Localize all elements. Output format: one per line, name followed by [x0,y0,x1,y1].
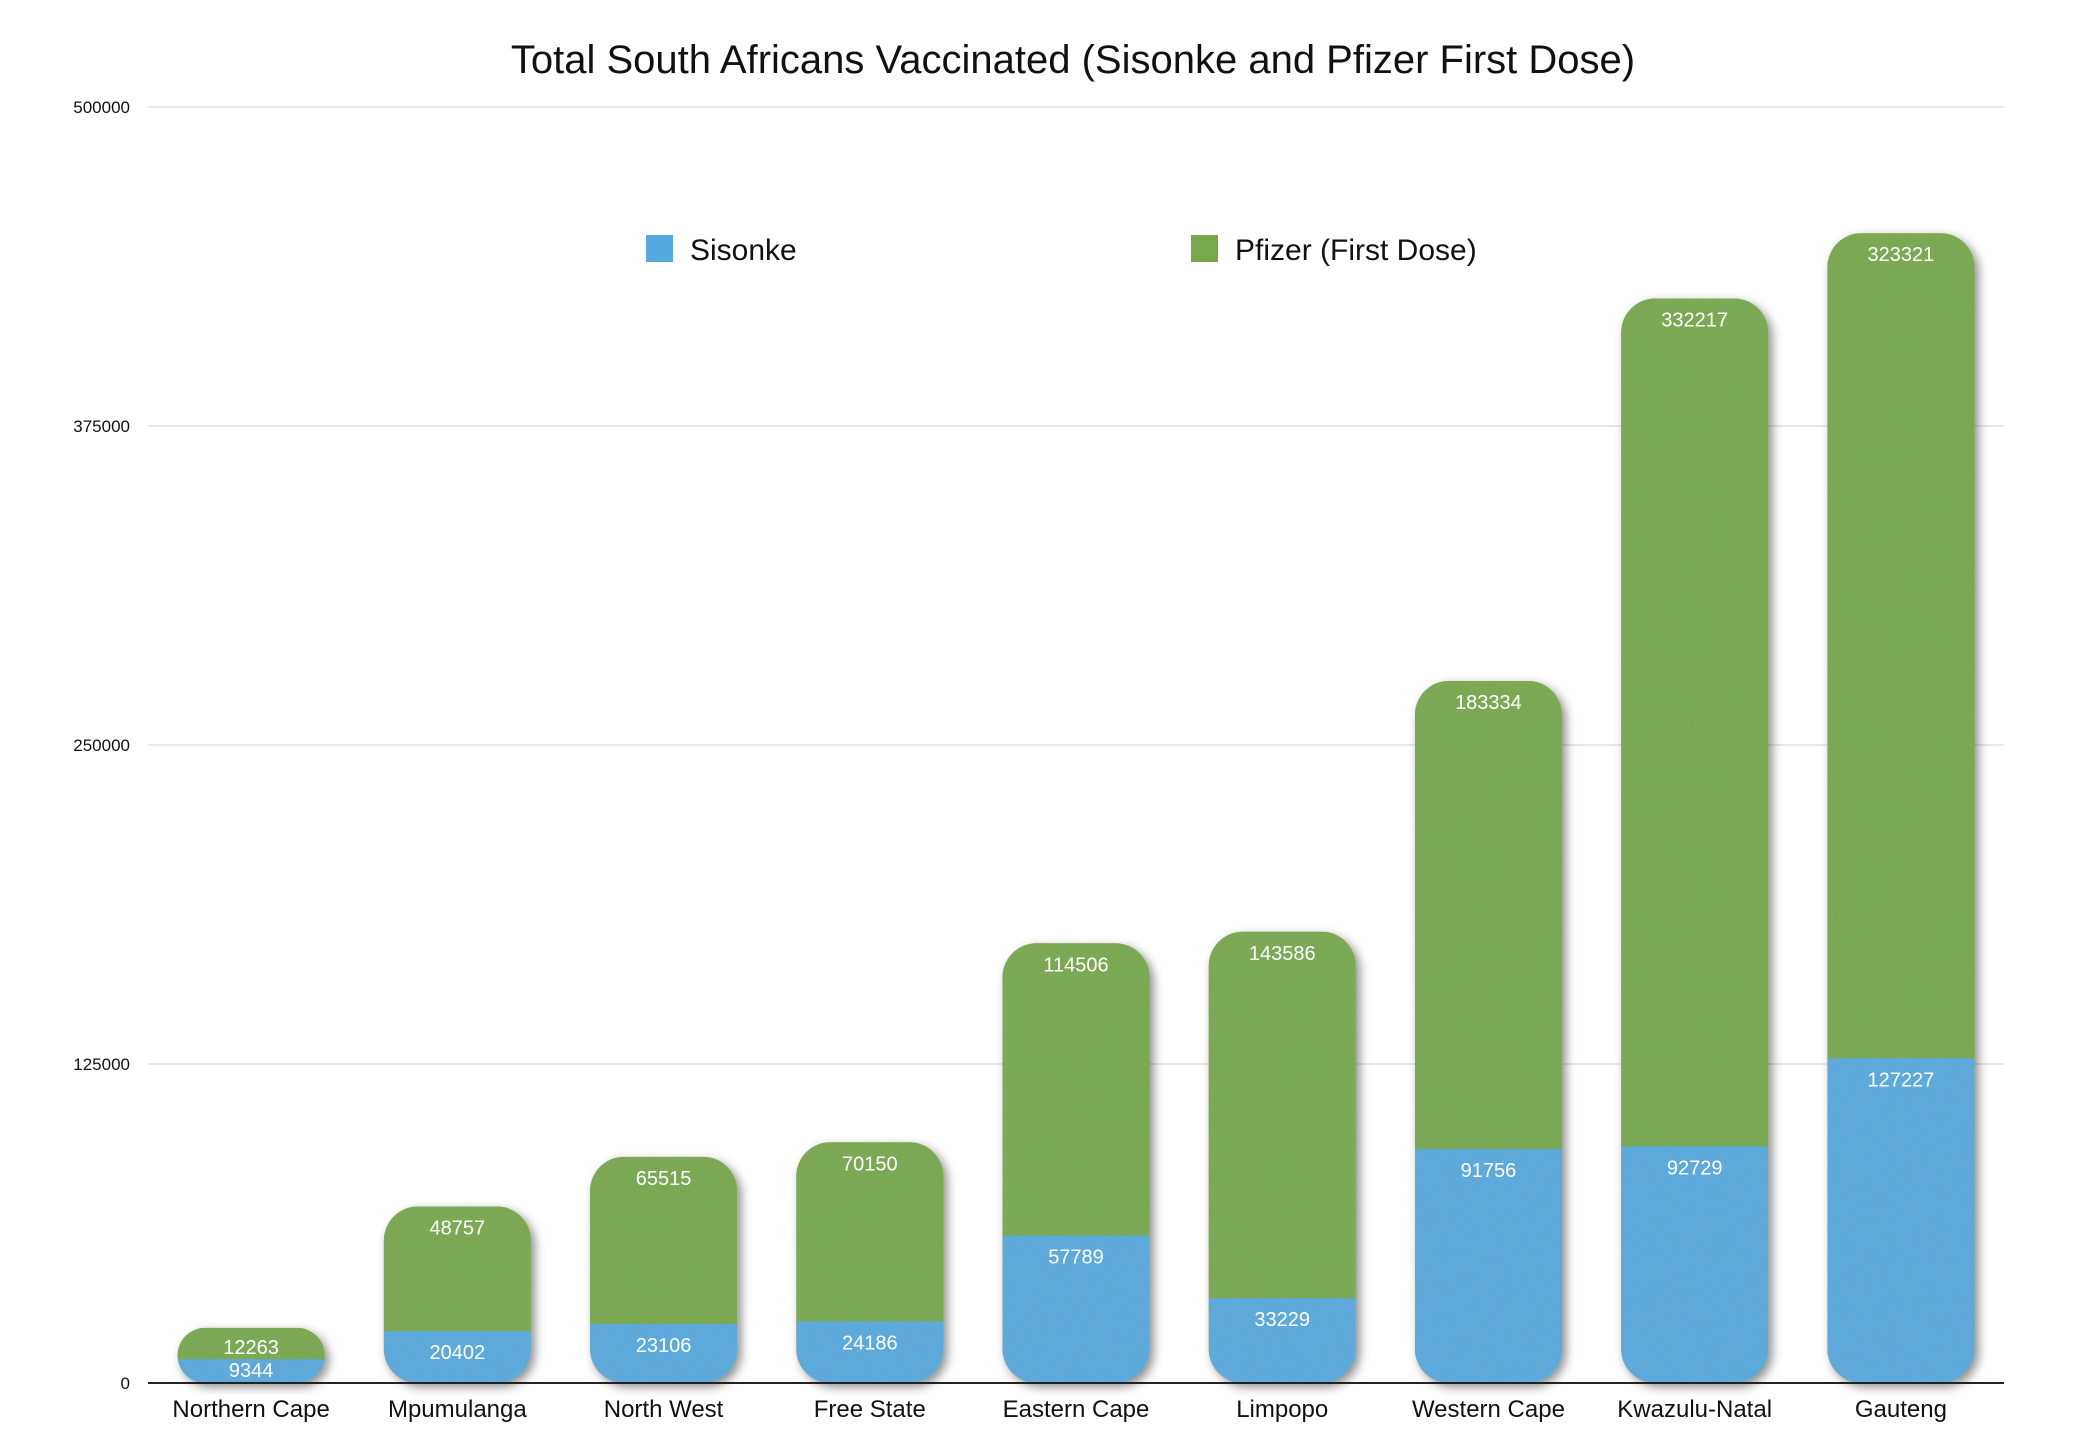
legend-label-sisonke: Sisonke [690,234,797,267]
chart-title: Total South Africans Vaccinated (Sisonke… [511,38,1635,82]
x-tick-label: Western Cape [1412,1396,1565,1423]
bar-sisonke [177,1359,325,1383]
data-label-pfizer: 143586 [1249,943,1316,965]
data-label-sisonke: 23106 [636,1335,692,1357]
y-tick-label: 0 [121,1374,130,1393]
bar-pfizer [383,1206,531,1331]
data-label-pfizer: 12263 [223,1337,279,1359]
bar-group [1002,943,1150,1383]
x-tick-label: Mpumulanga [388,1396,527,1423]
data-label-pfizer: 65515 [636,1168,692,1190]
bar-pfizer [590,1156,738,1325]
bar-sisonke [1002,1235,1150,1383]
data-label-sisonke: 57789 [1048,1247,1104,1269]
data-label-sisonke: 91756 [1461,1160,1517,1182]
data-label-pfizer: 183334 [1455,692,1522,714]
bar-pfizer [1827,233,1975,1059]
bar-pfizer [796,1142,944,1322]
legend: Sisonke Pfizer (First Dose) [646,234,1477,267]
x-tick-label: Kwazulu-Natal [1617,1396,1772,1423]
bar-pfizer [1208,931,1356,1299]
bar-group [383,1206,531,1383]
bar-group [590,1156,738,1383]
bar-pfizer [1002,943,1150,1236]
x-tick-label: Eastern Cape [1003,1396,1150,1423]
bar-group [1414,680,1562,1383]
x-tick-label: North West [604,1396,724,1423]
bar-pfizer [177,1327,325,1360]
bar-group [1621,298,1769,1383]
bar-sisonke [1827,1058,1975,1383]
bar-group [796,1142,944,1383]
y-tick-label: 375000 [73,417,130,436]
y-tick-label: 125000 [73,1055,130,1074]
bar-group [1827,233,1975,1383]
y-tick-label: 250000 [73,736,130,755]
data-label-sisonke: 20402 [430,1342,486,1364]
y-tick-label: 500000 [73,98,130,117]
bar-sisonke [383,1330,531,1383]
x-tick-label: Northern Cape [172,1396,329,1423]
data-label-sisonke: 9344 [229,1360,274,1382]
data-label-pfizer: 114506 [1043,954,1108,976]
data-label-sisonke: 24186 [842,1332,898,1354]
data-label-pfizer: 332217 [1661,310,1728,332]
legend-swatch-pfizer [1191,235,1218,262]
data-label-sisonke: 33229 [1254,1309,1310,1331]
bar-pfizer [1621,298,1769,1147]
x-tick-label: Limpopo [1236,1396,1328,1423]
bar-sisonke [796,1321,944,1383]
bar-sisonke [1621,1146,1769,1383]
bar-pfizer [1414,680,1562,1149]
bar-sisonke [1414,1148,1562,1383]
x-axis-ticks: Northern Cape Mpumulanga North West Free St… [172,1396,1947,1423]
data-label-sisonke: 92729 [1667,1157,1723,1179]
legend-swatch-sisonke [646,235,673,262]
bar-sisonke [590,1324,738,1383]
x-tick-label: Free State [814,1396,926,1423]
bar-group [1208,931,1356,1383]
data-label-pfizer: 48757 [430,1218,486,1240]
data-label-pfizer: 323321 [1868,244,1935,266]
data-label-sisonke: 127227 [1868,1069,1935,1091]
bars [177,233,1975,1383]
data-label-pfizer: 70150 [842,1153,898,1175]
y-axis-ticks: 0 125000 250000 375000 500000 [73,98,130,1393]
bar-sisonke [1208,1298,1356,1383]
legend-label-pfizer: Pfizer (First Dose) [1235,234,1477,267]
x-tick-label: Gauteng [1855,1396,1947,1423]
bar-group [177,1327,325,1383]
